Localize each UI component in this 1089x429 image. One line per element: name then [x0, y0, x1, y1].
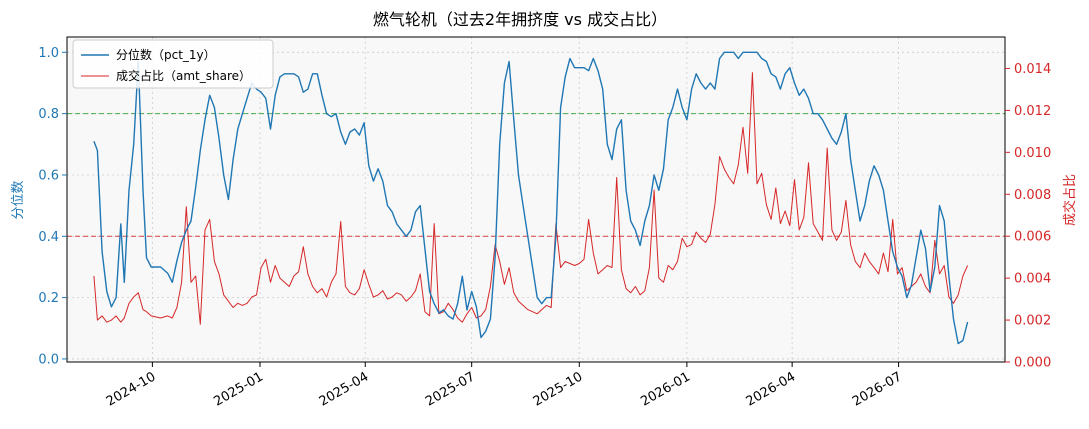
legend-box	[72, 39, 274, 89]
legend: 分位数（pct_1y） 成交占比（amt_share）	[72, 39, 274, 89]
y-axis-right-label: 成交占比	[1062, 174, 1078, 226]
y-right-tick-label: 0.008	[1014, 188, 1051, 203]
reference-lines	[67, 113, 1005, 237]
y-right-tick-label: 0.000	[1014, 356, 1051, 371]
y-left-tick-label: 1.0	[38, 46, 59, 61]
series-line-pct	[93, 51, 969, 345]
chart-title: 燃气轮机（过去2年拥挤度 vs 成交占比）	[373, 10, 667, 29]
y-left-tick-label: 0.6	[38, 168, 59, 183]
y-left-tick-label: 0.8	[38, 107, 59, 122]
series-line-amt	[93, 72, 969, 325]
series-lines	[93, 51, 969, 345]
y-left-tick-label: 0.0	[38, 352, 59, 367]
y-right-tick-label: 0.006	[1014, 230, 1051, 245]
plot-frame	[66, 36, 1006, 363]
legend-label-amt: 成交占比（amt_share）	[116, 68, 251, 83]
legend-label-pct: 分位数（pct_1y）	[116, 47, 216, 62]
y-left-tick-label: 0.2	[38, 291, 59, 306]
y-right-tick-label: 0.014	[1014, 62, 1051, 77]
y-left-tick-label: 0.4	[38, 230, 59, 245]
y-axis-left-label: 分位数	[11, 180, 26, 219]
y-right-tick-label: 0.012	[1014, 104, 1051, 119]
y-right-tick-label: 0.004	[1014, 272, 1051, 287]
y-right-tick-label: 0.010	[1014, 146, 1051, 161]
y-right-tick-label: 0.002	[1014, 314, 1051, 329]
plot-background	[67, 37, 1005, 362]
